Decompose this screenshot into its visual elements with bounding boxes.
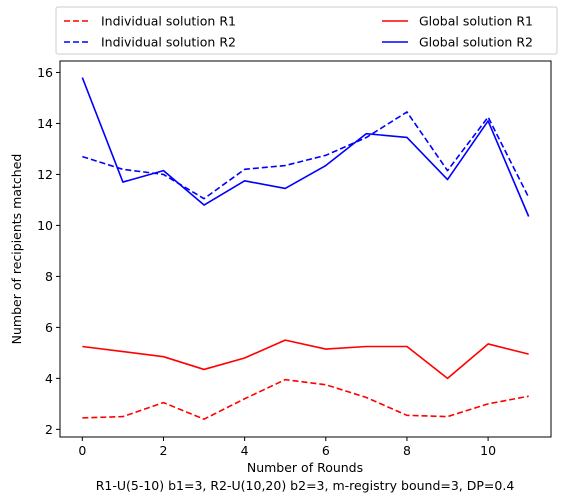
x-tick-label: 4: [241, 443, 249, 458]
x-tick-label: 0: [78, 443, 86, 458]
y-tick-label: 8: [45, 269, 53, 284]
series-line-global-solution-r1: [82, 339, 529, 380]
legend-label: Global solution R1: [419, 14, 533, 29]
y-axis-label: Number of recipients matched: [9, 154, 24, 345]
y-tick-label: 14: [37, 116, 53, 131]
legend-entry: Individual solution R1: [64, 14, 236, 29]
plot-lines: [81, 77, 530, 420]
legend-entry: Individual solution R2: [64, 35, 236, 50]
legend-frame: [55, 6, 558, 55]
series-line-individual-solution-r2: [82, 111, 530, 200]
y-tick-label: 4: [45, 371, 53, 386]
y-tick-label: 16: [37, 65, 53, 80]
x-axis-ticks: 0 2 4 6 8 10: [78, 437, 496, 458]
y-tick-label: 12: [37, 167, 53, 182]
legend-entry: Global solution R1: [382, 14, 533, 29]
legend: Individual solution R1 Individual solutio…: [55, 6, 558, 55]
series-line-global-solution-r2: [81, 77, 530, 217]
y-axis-ticks: 2 4 6 8 10 12 14 16: [37, 65, 60, 437]
x-axis-label: Number of Rounds: [247, 460, 363, 475]
legend-label: Individual solution R1: [101, 14, 236, 29]
legend-label: Global solution R2: [419, 35, 533, 50]
plot-frame: [59, 60, 552, 438]
y-tick-label: 10: [37, 218, 53, 233]
x-tick-label: 10: [480, 443, 496, 458]
legend-entry: Global solution R2: [382, 35, 533, 50]
series-line-individual-solution-r1: [82, 378, 529, 420]
x-tick-label: 6: [322, 443, 330, 458]
x-tick-label: 2: [159, 443, 167, 458]
y-tick-label: 2: [45, 422, 53, 437]
legend-label: Individual solution R2: [101, 35, 236, 50]
x-tick-label: 8: [403, 443, 411, 458]
chart-subtitle: R1-U(5-10) b1=3, R2-U(10,20) b2=3, m-reg…: [96, 478, 515, 493]
y-tick-label: 6: [45, 320, 53, 335]
